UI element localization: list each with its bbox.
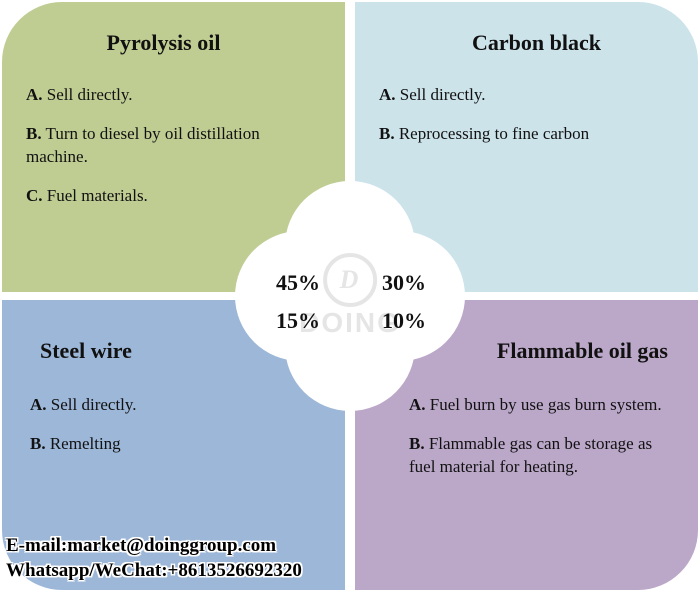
list-item: B. Reprocessing to fine carbon <box>379 123 674 146</box>
percent-br: 10% <box>382 308 426 334</box>
quadrant-items: A. Sell directly. B. Remelting <box>26 394 321 456</box>
infographic-container: Pyrolysis oil A. Sell directly. B. Turn … <box>0 0 700 592</box>
quadrant-carbon-black: Carbon black A. Sell directly. B. Reproc… <box>355 2 698 292</box>
quadrant-items: A. Sell directly. B. Reprocessing to fin… <box>379 84 674 146</box>
quadrant-title: Carbon black <box>379 30 694 56</box>
quadrant-title: Steel wire <box>40 338 321 364</box>
list-item: A. Sell directly. <box>379 84 674 107</box>
list-item: B. Turn to diesel by oil distillation ma… <box>26 123 321 169</box>
quadrant-pyrolysis-oil: Pyrolysis oil A. Sell directly. B. Turn … <box>2 2 345 292</box>
percent-tr: 30% <box>382 270 426 296</box>
quadrant-items: A. Sell directly. B. Turn to diesel by o… <box>26 84 321 208</box>
list-item: B. Remelting <box>30 433 321 456</box>
quadrant-title: Flammable oil gas <box>379 338 668 364</box>
contact-email: E-mail:market@doinggroup.com <box>6 533 302 559</box>
percent-bl: 15% <box>276 308 320 334</box>
quadrant-items: A. Fuel burn by use gas burn system. B. … <box>379 394 674 479</box>
quadrant-title: Pyrolysis oil <box>6 30 321 56</box>
list-item: C. Fuel materials. <box>26 185 321 208</box>
contact-info: E-mail:market@doinggroup.com Whatsapp/We… <box>6 533 302 584</box>
contact-phone: Whatsapp/WeChat:+8613526692320 <box>6 558 302 584</box>
watermark-logo-icon: D <box>323 253 377 307</box>
quadrant-flammable-oil-gas: Flammable oil gas A. Fuel burn by use ga… <box>355 300 698 590</box>
list-item: A. Fuel burn by use gas burn system. <box>409 394 674 417</box>
percent-tl: 45% <box>276 270 320 296</box>
list-item: A. Sell directly. <box>26 84 321 107</box>
list-item: B. Flammable gas can be storage as fuel … <box>409 433 674 479</box>
list-item: A. Sell directly. <box>30 394 321 417</box>
